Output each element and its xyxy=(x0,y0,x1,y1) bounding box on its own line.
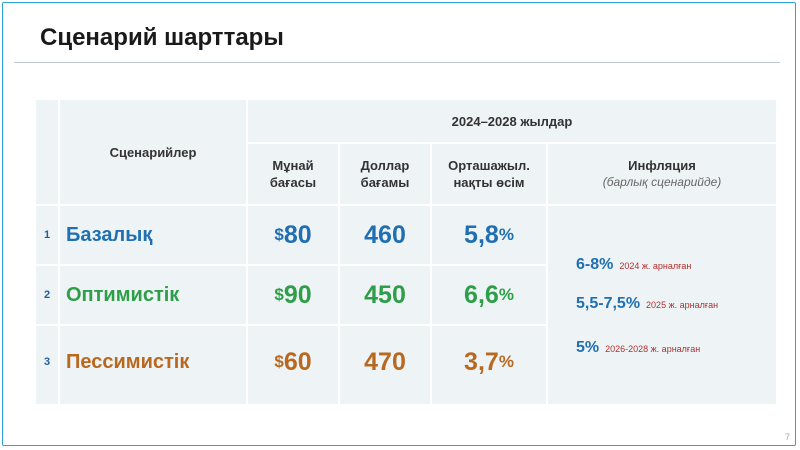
header-inflation-label: Инфляция xyxy=(628,158,696,173)
dollar-rate-pessimistic: 470 xyxy=(364,347,406,376)
dollar-rate-baseline: 460 xyxy=(364,220,406,249)
header-scenarios: Сценарийлер xyxy=(109,144,197,160)
header-dollar-rate: Доллар бағамы xyxy=(360,158,410,190)
growth-optimistic: 6,6% xyxy=(464,280,514,309)
column-divider xyxy=(246,100,248,404)
page-number: 7 xyxy=(784,432,790,442)
header-growth: Орташажыл. нақты өсім xyxy=(448,158,530,190)
scenario-name-pessimistic: Пессимистік xyxy=(66,350,190,373)
column-divider xyxy=(338,142,340,404)
row-divider xyxy=(36,264,548,266)
oil-price-baseline: $80 xyxy=(274,220,312,249)
header-period: 2024–2028 жылдар xyxy=(451,113,573,129)
slide-title: Сценарий шарттары xyxy=(40,24,284,51)
growth-baseline: 5,8% xyxy=(464,220,514,249)
row-number: 3 xyxy=(43,356,51,368)
title-divider xyxy=(14,62,780,63)
header-inflation: Инфляция (барлық сценарийде) xyxy=(548,144,776,204)
row-divider xyxy=(246,142,776,144)
growth-pessimistic: 3,7% xyxy=(464,347,514,376)
row-divider xyxy=(36,324,548,326)
row-number: 1 xyxy=(43,229,51,241)
inflation-2024: 6-8% 2024 ж. арналған xyxy=(576,256,692,273)
header-inflation-note: (барлық сценарийде) xyxy=(602,175,722,189)
column-divider xyxy=(430,142,432,404)
scenario-name-optimistic: Оптимистік xyxy=(66,283,180,306)
scenario-table: Сценарийлер 2024–2028 жылдар Мұнай бағас… xyxy=(36,100,776,404)
row-number: 2 xyxy=(43,289,51,301)
column-divider xyxy=(546,142,548,404)
inflation-2025: 5,5-7,5% 2025 ж. арналған xyxy=(576,295,719,312)
oil-price-optimistic: $90 xyxy=(274,280,312,309)
oil-price-pessimistic: $60 xyxy=(274,347,312,376)
dollar-rate-optimistic: 450 xyxy=(364,280,406,309)
header-oil-price: Мұнай бағасы xyxy=(269,158,317,190)
scenario-name-baseline: Базалық xyxy=(66,223,153,246)
slide-frame xyxy=(2,2,796,446)
column-divider xyxy=(58,100,60,404)
row-divider xyxy=(36,204,776,206)
inflation-2026-2028: 5% 2026-2028 ж. арналған xyxy=(576,339,701,356)
